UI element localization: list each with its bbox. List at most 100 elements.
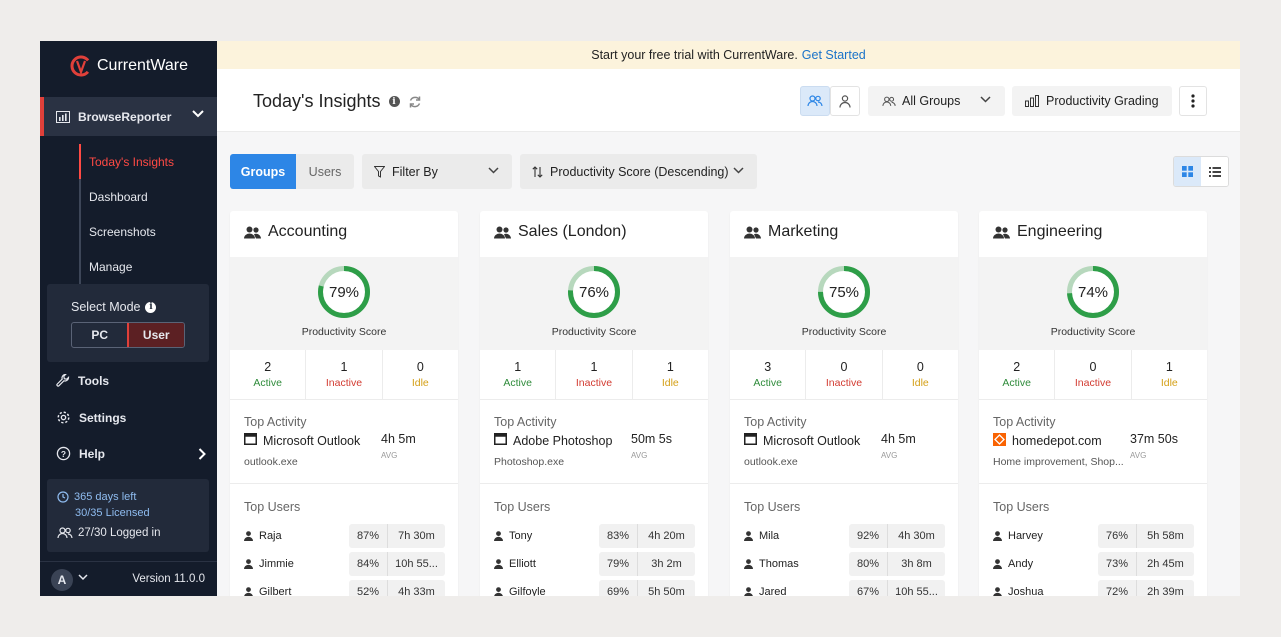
tab-users[interactable]: Users bbox=[296, 154, 354, 189]
idle-count[interactable]: 0 Idle bbox=[883, 350, 958, 399]
top-users-section: Top Users Raja 87% 7h 30m Jimmie 84% 10h 55..… bbox=[230, 484, 458, 596]
user-icon bbox=[744, 587, 753, 596]
productivity-score-label: Productivity Score bbox=[301, 326, 387, 338]
group-card-accounting[interactable]: Accounting 79% Productivity Score 2 Acti… bbox=[230, 211, 458, 596]
active-count-value: 3 bbox=[764, 360, 772, 374]
mode-user-button[interactable]: User bbox=[126, 323, 184, 347]
license-days-text: 365 days left bbox=[74, 491, 137, 503]
idle-count-value: 0 bbox=[416, 360, 424, 374]
idle-count[interactable]: 1 Idle bbox=[633, 350, 708, 399]
subnav-item-dashboard[interactable]: Dashboard bbox=[89, 189, 148, 204]
user-view-button[interactable] bbox=[830, 86, 860, 116]
groups-dropdown[interactable]: All Groups bbox=[868, 86, 1005, 116]
active-label: Active bbox=[503, 377, 532, 389]
chevron-right-icon bbox=[198, 447, 206, 460]
top-user-time: 10h 55... bbox=[895, 586, 938, 596]
user-icon bbox=[244, 531, 253, 541]
top-user-row[interactable]: Gilbert 52% 4h 33m bbox=[244, 580, 445, 596]
idle-count-value: 1 bbox=[666, 360, 674, 374]
productivity-score-value: 75% bbox=[828, 283, 860, 301]
top-user-name-text: Tony bbox=[509, 530, 533, 542]
top-user-row[interactable]: Gilfoyle 69% 5h 50m bbox=[494, 580, 695, 596]
top-user-stats: 76% 5h 58m bbox=[1098, 524, 1194, 548]
top-user-row[interactable]: Joshua 72% 2h 39m bbox=[993, 580, 1194, 596]
top-activity-app-name: Microsoft Outlook bbox=[763, 433, 861, 448]
group-card-header: Accounting bbox=[244, 223, 347, 241]
active-count[interactable]: 2 Active bbox=[979, 350, 1056, 399]
get-started-link[interactable]: Get Started bbox=[801, 48, 866, 62]
subnav-item-todays-insights[interactable]: Today's Insights bbox=[79, 144, 179, 179]
top-user-time: 7h 30m bbox=[398, 530, 435, 542]
top-user-name: Andy bbox=[993, 558, 1033, 570]
subnav-item-manage[interactable]: Manage bbox=[89, 259, 133, 274]
avatar[interactable]: A bbox=[51, 569, 73, 591]
kebab-menu-icon bbox=[1191, 94, 1195, 108]
productivity-grading-button[interactable]: Productivity Grading bbox=[1012, 86, 1172, 116]
top-activity-section: Top Activity Microsoft Outlook outlook.e… bbox=[730, 400, 958, 484]
group-card-sales-london[interactable]: Sales (London) 76% Productivity Score 1 … bbox=[480, 211, 708, 596]
more-options-button[interactable] bbox=[1179, 86, 1207, 116]
active-count[interactable]: 1 Active bbox=[480, 350, 557, 399]
top-user-stats: 80% 3h 8m bbox=[849, 552, 945, 576]
inactive-count[interactable]: 0 Inactive bbox=[1055, 350, 1132, 399]
top-user-row[interactable]: Thomas 80% 3h 8m bbox=[744, 552, 945, 576]
top-activity-app[interactable]: homedepot.com bbox=[993, 433, 1102, 449]
list-view-button[interactable] bbox=[1201, 157, 1228, 186]
productivity-grading-label: Productivity Grading bbox=[1046, 94, 1159, 108]
mode-pc-button[interactable]: PC bbox=[91, 328, 109, 342]
active-count[interactable]: 3 Active bbox=[730, 350, 807, 399]
subnav-item-screenshots[interactable]: Screenshots bbox=[89, 224, 156, 239]
top-user-row[interactable]: Mila 92% 4h 30m bbox=[744, 524, 945, 548]
idle-count[interactable]: 1 Idle bbox=[1132, 350, 1207, 399]
top-activity-app[interactable]: Adobe Photoshop bbox=[494, 433, 612, 448]
top-user-score: 80% bbox=[849, 552, 888, 576]
top-user-row[interactable]: Jimmie 84% 10h 55... bbox=[244, 552, 445, 576]
top-user-time: 5h 58m bbox=[1147, 530, 1184, 542]
select-mode-title: Select Mode i bbox=[71, 300, 157, 314]
top-user-stats: 84% 10h 55... bbox=[349, 552, 445, 576]
top-activity-app[interactable]: Microsoft Outlook bbox=[244, 433, 360, 448]
sort-dropdown[interactable]: Productivity Score (Descending) bbox=[520, 154, 757, 189]
group-card-marketing[interactable]: Marketing 75% Productivity Score 3 Activ… bbox=[730, 211, 958, 596]
top-user-score: 73% bbox=[1098, 552, 1137, 576]
group-view-button[interactable] bbox=[800, 86, 830, 116]
top-user-row[interactable]: Harvey 76% 5h 58m bbox=[993, 524, 1194, 548]
grid-view-button[interactable] bbox=[1174, 157, 1201, 186]
top-user-stats: 79% 3h 2m bbox=[599, 552, 695, 576]
inactive-count[interactable]: 1 Inactive bbox=[556, 350, 633, 399]
top-user-row[interactable]: Andy 73% 2h 45m bbox=[993, 552, 1194, 576]
group-name: Engineering bbox=[1017, 223, 1103, 240]
inactive-count[interactable]: 1 Inactive bbox=[306, 350, 383, 399]
top-user-name: Gilfoyle bbox=[494, 586, 546, 596]
top-user-row[interactable]: Tony 83% 4h 20m bbox=[494, 524, 695, 548]
mode-toggle: PC User bbox=[71, 322, 185, 348]
info-icon[interactable]: i bbox=[145, 301, 157, 313]
filter-dropdown[interactable]: Filter By bbox=[362, 154, 512, 189]
sidebar-item-help[interactable]: ? Help bbox=[56, 446, 206, 461]
info-icon[interactable]: i bbox=[388, 96, 400, 107]
product-subnav: Today's Insights Dashboard Screenshots M… bbox=[79, 144, 179, 284]
top-user-row[interactable]: Elliott 79% 3h 2m bbox=[494, 552, 695, 576]
brand-logo[interactable]: CurrentWare bbox=[70, 55, 188, 77]
group-card-engineering[interactable]: Engineering 74% Productivity Score 2 Act… bbox=[979, 211, 1207, 596]
active-count[interactable]: 2 Active bbox=[230, 350, 307, 399]
top-user-name: Joshua bbox=[993, 586, 1043, 596]
product-label: BrowseReporter bbox=[78, 109, 172, 124]
group-card-header: Engineering bbox=[993, 223, 1102, 241]
top-activity-title: Top Activity bbox=[993, 415, 1056, 429]
refresh-icon[interactable] bbox=[408, 95, 422, 109]
inactive-count[interactable]: 0 Inactive bbox=[806, 350, 883, 399]
user-icon bbox=[244, 559, 253, 569]
top-activity-app[interactable]: Microsoft Outlook bbox=[744, 433, 860, 448]
top-user-time: 4h 20m bbox=[648, 530, 685, 542]
chevron-down-icon[interactable] bbox=[78, 574, 88, 581]
group-icon bbox=[993, 226, 1010, 238]
sidebar-item-tools[interactable]: Tools bbox=[56, 374, 206, 388]
idle-count[interactable]: 0 Idle bbox=[383, 350, 458, 399]
sidebar-item-settings[interactable]: Settings bbox=[56, 410, 206, 425]
top-user-row[interactable]: Raja 87% 7h 30m bbox=[244, 524, 445, 548]
tab-groups[interactable]: Groups bbox=[230, 154, 296, 189]
product-selector[interactable]: BrowseReporter bbox=[40, 97, 217, 136]
top-user-row[interactable]: Jared 67% 10h 55... bbox=[744, 580, 945, 596]
group-card-header: Sales (London) bbox=[494, 223, 627, 241]
